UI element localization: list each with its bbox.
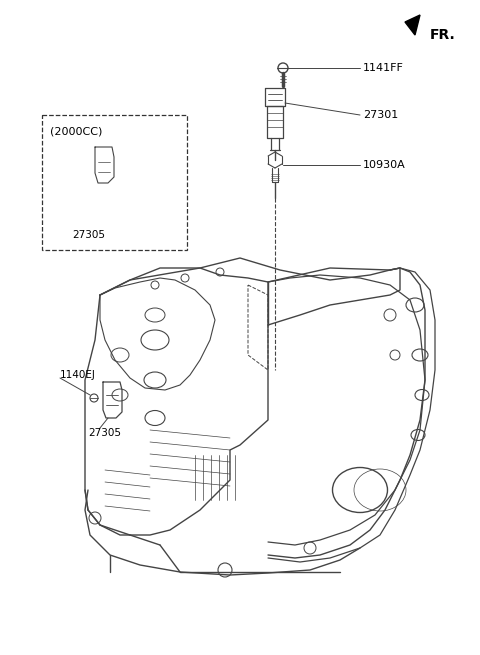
Text: 10930A: 10930A: [363, 160, 406, 170]
Bar: [42, 115, 187, 250]
Text: 27305: 27305: [88, 428, 121, 438]
Polygon shape: [405, 15, 420, 35]
Text: 27301: 27301: [363, 110, 398, 120]
Text: (2000CC): (2000CC): [50, 127, 102, 137]
Text: 1140EJ: 1140EJ: [60, 370, 96, 380]
Text: 1141FF: 1141FF: [363, 63, 404, 73]
Text: FR.: FR.: [430, 28, 456, 42]
Text: 27305: 27305: [72, 230, 105, 240]
